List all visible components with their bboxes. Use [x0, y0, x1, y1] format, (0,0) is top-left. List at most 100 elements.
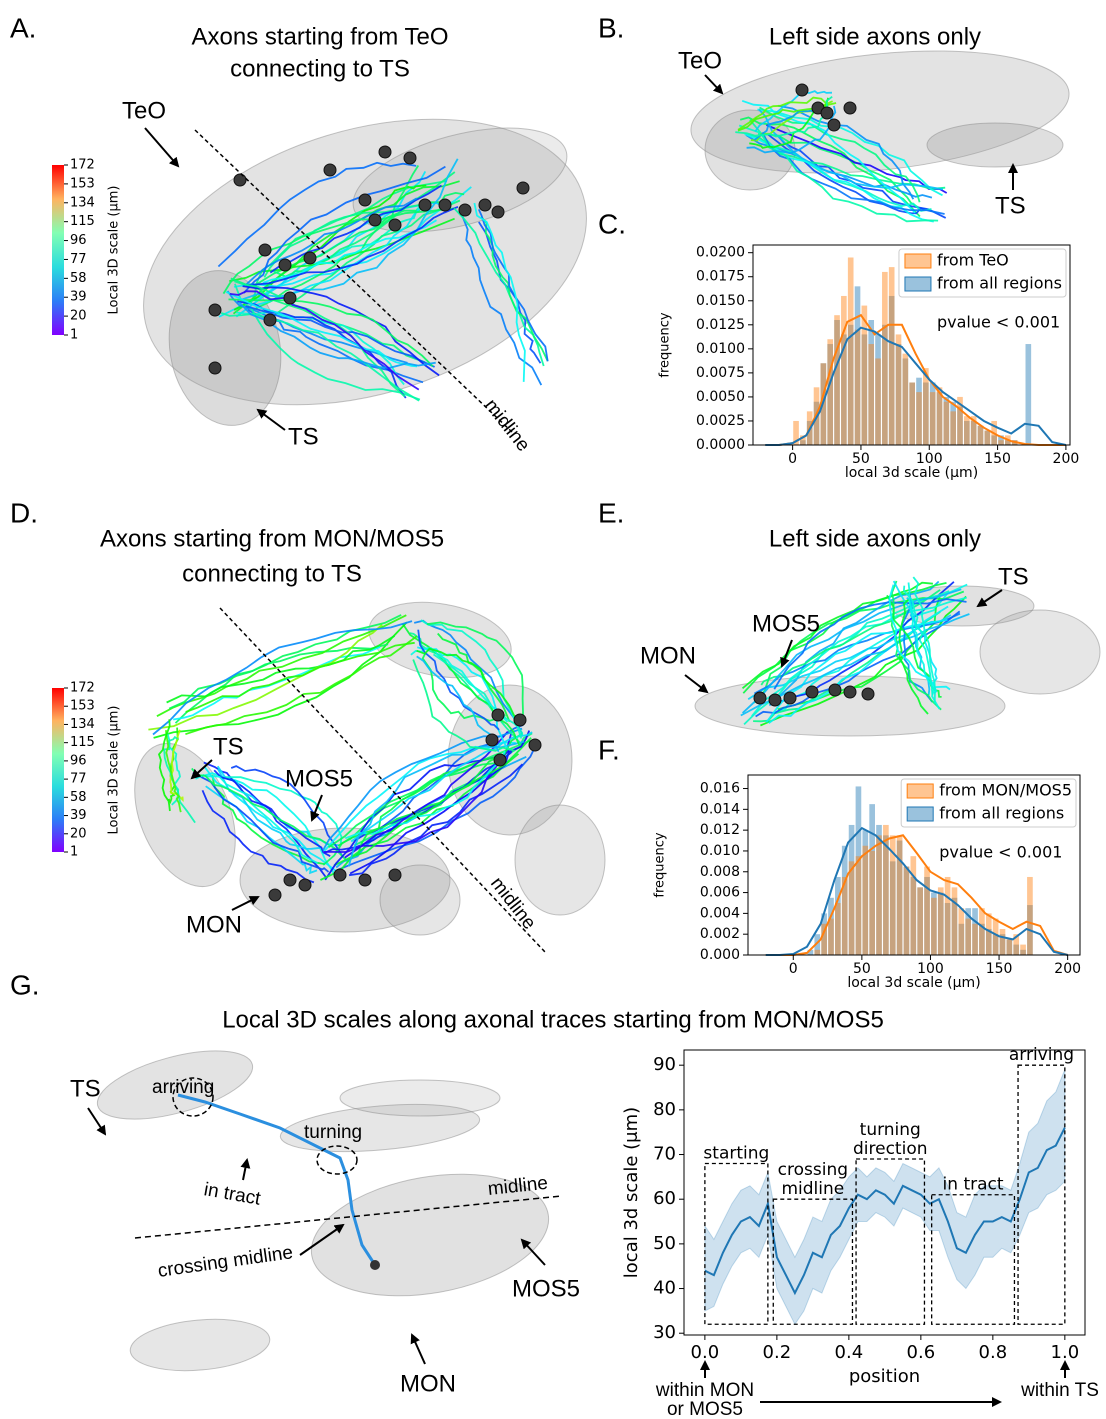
x-tick-label: 50 — [852, 451, 870, 467]
colorbar-tick-label: 153 — [70, 699, 95, 714]
histogram-bar — [936, 392, 943, 445]
histogram-bar — [834, 315, 840, 445]
histogram-bar — [889, 835, 896, 955]
chart: from MON/MOS5 from all regions pvalue < 0.… — [653, 774, 1081, 991]
region-label: MOS5 — [752, 610, 820, 637]
y-tick-label: 0.0100 — [696, 341, 745, 357]
histogram-bar — [931, 892, 937, 955]
axon — [201, 789, 315, 884]
stage-box — [772, 1198, 854, 1325]
axon — [912, 576, 936, 704]
histogram-bar — [902, 353, 909, 445]
axon — [217, 768, 321, 850]
soma — [333, 868, 347, 882]
stage-label: in tract — [202, 1179, 263, 1210]
axon — [432, 653, 524, 740]
axon — [416, 647, 525, 724]
x-tick-label: 200 — [1053, 451, 1080, 467]
soma — [820, 106, 834, 120]
histogram-bar — [828, 897, 834, 955]
histogram-bar — [882, 271, 888, 445]
histogram-bar — [917, 887, 924, 955]
density-line — [765, 834, 1068, 956]
y-axis-label: frequency — [658, 312, 673, 378]
axon — [473, 202, 526, 382]
histogram-bar — [841, 845, 848, 955]
x-tick-label: 0.6 — [907, 1342, 936, 1363]
soma — [388, 868, 402, 882]
soma — [278, 258, 292, 272]
axis-note: or MOS5 — [667, 1399, 743, 1419]
histogram-bar — [882, 324, 888, 445]
soma — [378, 145, 392, 159]
axon — [225, 291, 418, 368]
histogram-bar — [1025, 344, 1032, 445]
soma — [843, 685, 857, 699]
x-tick-label: 0.0 — [691, 1342, 720, 1363]
panel-title: Axons starting from TeO — [192, 23, 449, 50]
histogram-bar — [910, 876, 917, 955]
histogram-bar — [964, 416, 970, 445]
soma — [370, 1260, 380, 1270]
x-tick-label: 0.4 — [835, 1342, 864, 1363]
histogram-bar — [950, 411, 956, 445]
y-axis-label: local 3d scale (μm) — [621, 1107, 642, 1278]
brain-region — [134, 742, 236, 888]
axon — [242, 285, 440, 377]
histogram-bar — [1020, 949, 1026, 955]
axon — [185, 635, 418, 736]
axon — [262, 219, 437, 284]
density-line — [765, 326, 1067, 446]
colorbar-tick-label: 77 — [70, 772, 87, 787]
histogram-bar — [800, 435, 806, 445]
plot-frame — [747, 774, 1081, 956]
histogram-bar — [834, 320, 840, 445]
stage-box-label: midline — [781, 1179, 844, 1199]
axon — [749, 97, 830, 149]
axon — [410, 646, 509, 723]
histogram-bar — [992, 934, 999, 955]
soma — [843, 101, 857, 115]
legend-label: from TeO — [937, 251, 1009, 270]
region-label: TS — [998, 563, 1029, 590]
histogram-bar — [979, 908, 985, 955]
histogram-bar — [827, 344, 834, 445]
axon — [751, 596, 967, 717]
axon — [228, 298, 434, 368]
panel-label: D. — [10, 497, 38, 528]
region-label: TS — [288, 423, 319, 450]
brain-region — [379, 864, 461, 936]
soma — [827, 118, 841, 132]
panel-title: Left side axons only — [769, 23, 981, 50]
axis-note: within TS — [1020, 1380, 1099, 1401]
midline — [219, 607, 546, 953]
panel-label: G. — [10, 969, 40, 1000]
histogram-bar — [964, 420, 970, 445]
histogram-bar — [972, 923, 978, 955]
histogram-bar — [944, 876, 951, 955]
histogram-bar — [944, 902, 951, 955]
axon — [761, 131, 945, 215]
soma — [298, 878, 312, 892]
colorbar-tick-label: 39 — [70, 808, 87, 823]
histogram-bar — [868, 344, 875, 445]
histogram-bar — [951, 887, 958, 955]
region-label: MOS5 — [512, 1275, 580, 1302]
histogram-bar — [985, 928, 992, 955]
x-tick-label: 50 — [853, 961, 871, 977]
brain-region — [129, 1318, 271, 1372]
y-tick-label: 70 — [653, 1144, 676, 1165]
histogram-bar — [854, 286, 861, 445]
midline — [194, 129, 513, 433]
axon — [758, 132, 919, 209]
histogram-bar — [965, 918, 972, 955]
y-tick-label: 0.0150 — [696, 293, 745, 309]
soma — [368, 213, 382, 227]
histogram-bar — [888, 267, 895, 445]
soma — [516, 181, 530, 195]
y-axis-label: frequency — [653, 832, 668, 898]
colorbar-label: Local 3D scale (μm) — [107, 706, 122, 835]
histogram-bar — [1005, 440, 1011, 445]
soma — [268, 888, 282, 902]
axon — [225, 776, 343, 844]
